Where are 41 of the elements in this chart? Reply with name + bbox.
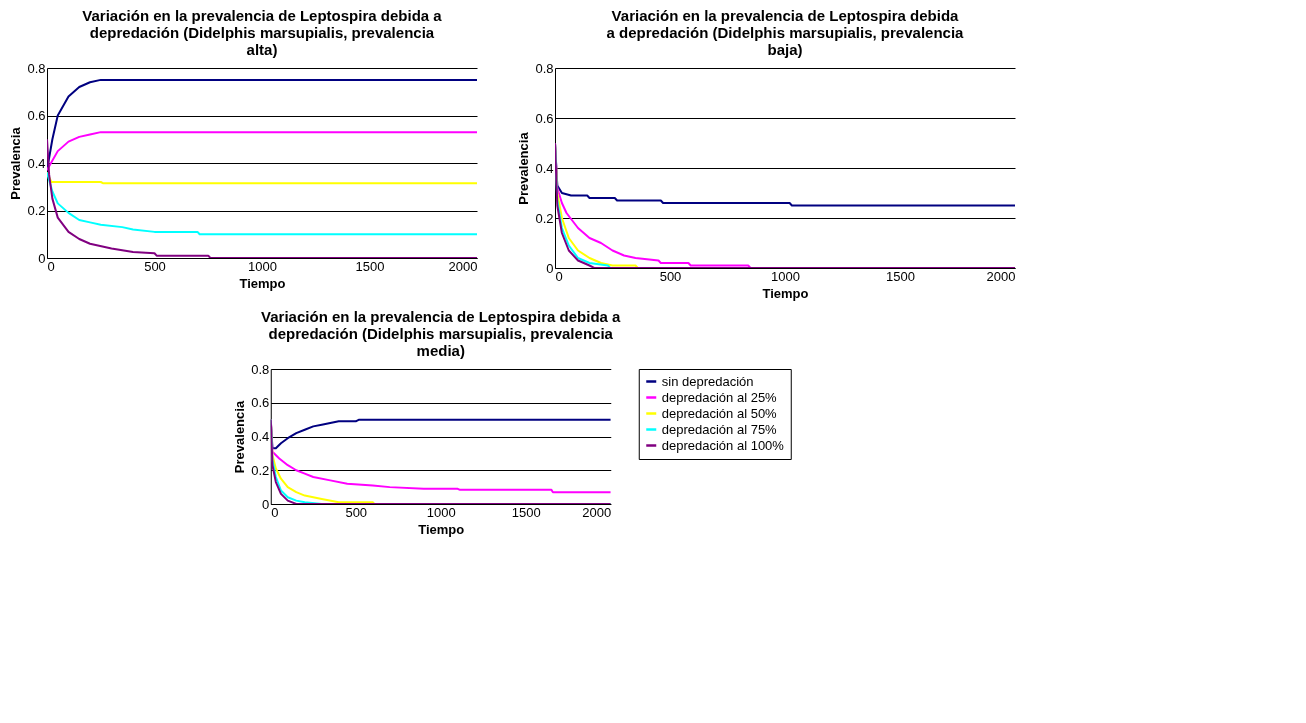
y-axis-title: Prevalencia (232, 400, 248, 474)
y-tick-label: 0.6 (535, 110, 554, 126)
x-axis-title: Tiempo (418, 521, 465, 537)
y-tick-label: 0.6 (251, 395, 270, 411)
line-series (47, 131, 477, 172)
y-tick-label: 0.6 (27, 108, 46, 123)
x-tick-label: 500 (345, 504, 368, 520)
y-tick-label: 0.2 (535, 210, 554, 226)
line-series (47, 171, 477, 236)
y-axis-title: Prevalencia (8, 126, 24, 200)
y-axis-title: Prevalencia (516, 131, 532, 205)
x-tick-label: 500 (144, 258, 166, 274)
y-tick-label: 0.8 (27, 60, 46, 76)
y-tick-label: 0.4 (251, 429, 270, 444)
x-tick-label: 1000 (771, 268, 800, 284)
y-tick-label: 0.4 (535, 160, 554, 176)
x-tick-label: 1500 (511, 504, 541, 520)
chart-title: Variación en la prevalencia de Leptospira debida a depredación (Didelphis marsupialis, prevalencia media) (261, 308, 622, 359)
x-axis-title: Tiempo (239, 275, 286, 291)
y-tick-label: 0.8 (251, 361, 270, 377)
legend-label: depredación al 50% (661, 405, 778, 421)
chart-title: Variación en la prevalencia de Leptospira debida a depredación (Didelphis marsupialis, prevalencia alta) (82, 7, 443, 58)
legend-label: sin depredación (661, 373, 754, 389)
chart-title: Variación en la prevalencia de Leptospira debida a depredación (Didelphis marsupialis, prevalencia baja) (606, 7, 965, 58)
x-tick-label: 2000 (986, 268, 1016, 284)
legend-label: depredación al 25% (661, 389, 778, 405)
y-tick-label: 0.8 (535, 60, 554, 76)
legend-label: depredación al 100% (661, 437, 785, 453)
y-tick-label: 0.4 (27, 155, 46, 171)
y-tick-label: 0.2 (251, 462, 270, 478)
y-tick-label: 0.2 (27, 203, 46, 218)
line-series (270, 418, 611, 450)
x-tick-label: 2000 (582, 504, 612, 520)
x-tick-label: 1500 (886, 268, 915, 284)
x-axis-title: Tiempo (762, 285, 809, 301)
legend-label: depredación al 75% (661, 421, 778, 437)
x-tick-label: 2000 (448, 258, 478, 274)
x-tick-label: 1000 (426, 504, 456, 520)
x-tick-label: 1500 (355, 258, 385, 274)
x-tick-label: 500 (659, 268, 682, 284)
x-tick-label: 1000 (248, 258, 277, 274)
